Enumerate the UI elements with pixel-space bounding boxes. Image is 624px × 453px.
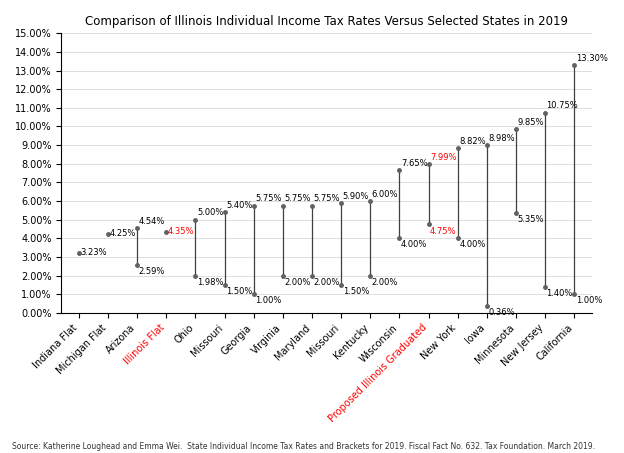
Text: 5.40%: 5.40% bbox=[226, 201, 253, 210]
Text: 7.65%: 7.65% bbox=[401, 159, 427, 168]
Text: 5.35%: 5.35% bbox=[517, 215, 544, 224]
Text: 5.75%: 5.75% bbox=[313, 194, 340, 203]
Text: 4.35%: 4.35% bbox=[168, 227, 194, 236]
Text: 10.75%: 10.75% bbox=[547, 101, 578, 110]
Text: 2.00%: 2.00% bbox=[313, 278, 340, 287]
Text: 4.75%: 4.75% bbox=[430, 226, 457, 236]
Text: 5.00%: 5.00% bbox=[197, 208, 223, 217]
Text: 5.90%: 5.90% bbox=[343, 192, 369, 201]
Text: Source: Katherine Loughead and Emma Wei.  State Individual Income Tax Rates and : Source: Katherine Loughead and Emma Wei.… bbox=[12, 442, 595, 451]
Text: 0.36%: 0.36% bbox=[489, 308, 515, 317]
Text: 1.98%: 1.98% bbox=[197, 278, 223, 287]
Text: 3.23%: 3.23% bbox=[80, 248, 107, 257]
Text: 9.85%: 9.85% bbox=[517, 118, 544, 127]
Text: 4.54%: 4.54% bbox=[139, 217, 165, 226]
Text: 8.82%: 8.82% bbox=[459, 137, 486, 146]
Text: 4.25%: 4.25% bbox=[110, 229, 136, 238]
Text: 2.00%: 2.00% bbox=[372, 278, 398, 287]
Text: 5.75%: 5.75% bbox=[285, 194, 311, 203]
Text: 1.00%: 1.00% bbox=[255, 296, 281, 305]
Text: 6.00%: 6.00% bbox=[372, 190, 398, 199]
Text: 13.30%: 13.30% bbox=[576, 54, 608, 63]
Text: 8.98%: 8.98% bbox=[489, 134, 515, 143]
Text: 2.59%: 2.59% bbox=[139, 267, 165, 276]
Title: Comparison of Illinois Individual Income Tax Rates Versus Selected States in 201: Comparison of Illinois Individual Income… bbox=[85, 15, 568, 28]
Text: 1.50%: 1.50% bbox=[343, 287, 369, 296]
Text: 1.00%: 1.00% bbox=[576, 296, 602, 305]
Text: 2.00%: 2.00% bbox=[285, 278, 311, 287]
Text: 7.99%: 7.99% bbox=[430, 153, 457, 162]
Text: 1.40%: 1.40% bbox=[547, 289, 573, 298]
Text: 1.50%: 1.50% bbox=[226, 287, 253, 296]
Text: 4.00%: 4.00% bbox=[459, 241, 485, 250]
Text: 4.00%: 4.00% bbox=[401, 241, 427, 250]
Text: 5.75%: 5.75% bbox=[255, 194, 281, 203]
